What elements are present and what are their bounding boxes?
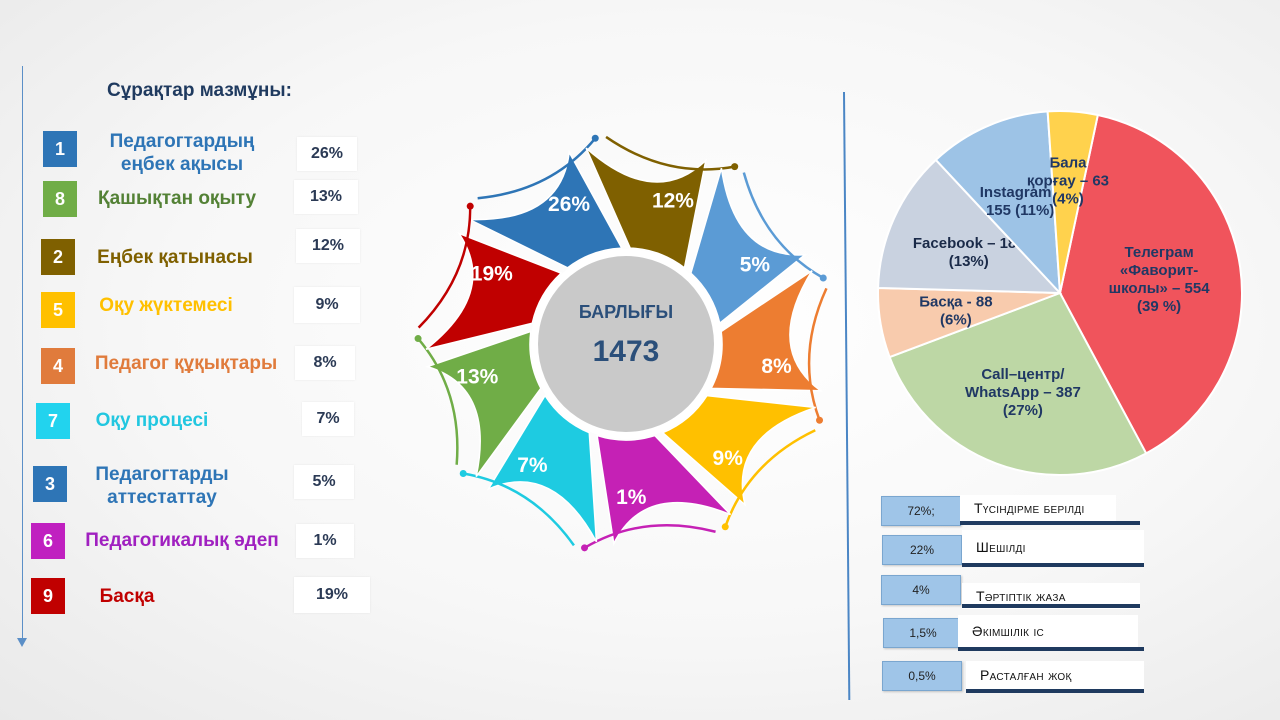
segment-arrow-4 — [724, 429, 816, 528]
center-label: БАРЛЫҒЫ — [579, 302, 673, 322]
category-pct-7: 7% — [302, 402, 354, 436]
pie-slice-label: қорғау – 63 — [1027, 172, 1109, 189]
status-value: 72%; — [881, 496, 961, 526]
category-label-5: Оқу жүктемесі — [99, 295, 233, 316]
pie-slice-label: Басқа - 88 — [919, 293, 992, 310]
segment-arrow-3 — [807, 287, 828, 421]
category-pct-4: 8% — [295, 346, 355, 380]
arrow-head-icon — [591, 134, 599, 142]
pie-slice-1 — [888, 291, 1148, 476]
pie-slice-label: (4%) — [1052, 190, 1084, 207]
status-label: Түсіндірме берілді — [960, 495, 1116, 521]
segment-label-4: 9% — [713, 447, 744, 470]
category-label-6: Педагогикалық әдеп — [85, 530, 279, 551]
status-label: Расталған жоқ — [966, 661, 1144, 689]
arrow-head-icon — [816, 416, 824, 424]
category-number-3: 3 — [33, 466, 67, 502]
status-label: Шешілді — [962, 530, 1144, 564]
pie-slice-label: Бала — [1049, 154, 1087, 171]
status-underline — [958, 647, 1144, 651]
category-number-2: 2 — [41, 239, 75, 275]
segment-label-1: 12% — [652, 189, 694, 212]
category-label-8: Қашықтан оқыту — [97, 188, 257, 209]
arrow-head-icon — [581, 544, 589, 552]
segment-arrow-0 — [477, 137, 597, 200]
status-underline — [966, 689, 1144, 693]
category-pct-8: 13% — [294, 180, 358, 214]
pie-slice-label: (39 %) — [1137, 298, 1181, 315]
category-label-3: Педагогтарды аттестаттау — [95, 464, 229, 508]
segment-arrow-2 — [742, 172, 824, 280]
status-underline — [960, 521, 1140, 525]
category-pct-5: 9% — [294, 287, 360, 323]
pie-slice-label: Телеграм — [1124, 244, 1193, 261]
segment-arrow-6 — [463, 472, 575, 547]
pie-slice-label: (27%) — [1003, 402, 1043, 419]
status-value: 0,5% — [882, 661, 962, 691]
pie-slice-label: Call–центр/ — [981, 366, 1065, 383]
down-arrow-icon — [17, 638, 27, 647]
status-underline — [962, 563, 1144, 567]
pie-slice-0 — [1058, 113, 1243, 455]
pie-slice-label: WhatsApp – 387 — [965, 384, 1081, 401]
category-number-1: 1 — [43, 131, 77, 167]
segment-arrow-1 — [605, 135, 735, 171]
arrow-head-icon — [466, 202, 474, 210]
arrow-head-icon — [459, 469, 467, 477]
segment-label-3: 8% — [761, 355, 792, 378]
category-pct-3: 5% — [294, 465, 354, 499]
segment-label-6: 7% — [517, 454, 548, 477]
category-pct-2: 12% — [296, 229, 360, 263]
segment-label-8: 19% — [471, 263, 513, 286]
radial-segment-chart: 26% 12% 5% 8% 9% 1% 7% 13% 19% БАРЛЫҒЫ 1473 — [414, 134, 828, 552]
category-pct-1: 26% — [297, 137, 357, 171]
pie-slice-label: (13%) — [949, 253, 989, 270]
center-total: 1473 — [593, 335, 660, 368]
status-value: 1,5% — [883, 618, 963, 648]
arrow-head-icon — [731, 163, 739, 171]
arrow-head-icon — [721, 523, 729, 531]
category-number-9: 9 — [31, 578, 65, 614]
pie-slice-label: (6%) — [940, 311, 972, 328]
list-title: Сұрақтар мазмұны: — [107, 80, 292, 101]
category-number-5: 5 — [41, 292, 75, 328]
category-label-2: Еңбек қатынасы — [97, 247, 253, 268]
category-pct-6: 1% — [296, 524, 354, 558]
status-underline — [962, 604, 1140, 608]
pie-slice-label: школы» – 554 — [1109, 280, 1211, 297]
status-label: Әкімшілік іс — [958, 615, 1138, 647]
segment-arrow-8 — [417, 206, 472, 329]
category-number-4: 4 — [41, 348, 75, 384]
pie-slice-label: «Фаворит- — [1120, 262, 1198, 279]
center-disc — [538, 256, 714, 432]
segment-label-0: 26% — [548, 193, 590, 216]
pie-slice-label: 155 (11%) — [986, 202, 1054, 219]
left-divider-line — [22, 66, 23, 641]
arrow-head-icon — [819, 274, 827, 282]
segment-label-7: 13% — [456, 366, 498, 389]
segment-arrow-5 — [583, 523, 716, 549]
category-number-6: 6 — [31, 523, 65, 559]
category-number-7: 7 — [36, 403, 70, 439]
segment-label-5: 1% — [616, 486, 647, 509]
arrow-head-icon — [414, 335, 422, 343]
category-label-4: Педагог құқықтары — [94, 353, 278, 374]
pie-slice-5 — [1046, 110, 1100, 294]
pie-slice-4 — [934, 110, 1062, 296]
source-pie-chart: Телеграм«Фаворит-школы» – 554(39 %) Call–… — [877, 110, 1243, 476]
status-value: 4% — [881, 575, 961, 605]
segment-arrow-7 — [417, 337, 459, 465]
category-label-7: Оқу процесі — [95, 410, 209, 431]
pie-slice-label: Facebook – 180 — [913, 235, 1025, 252]
category-label-1: Педагогтардың еңбек ақысы — [109, 131, 255, 175]
category-number-8: 8 — [43, 181, 77, 217]
status-value: 22% — [882, 535, 962, 565]
pie-slice-3 — [877, 158, 1063, 295]
pie-slice-label: Instagram - — [980, 184, 1061, 201]
category-pct-9: 19% — [294, 577, 370, 613]
category-label-9: Басқа — [99, 586, 155, 607]
segment-label-2: 5% — [740, 253, 771, 276]
